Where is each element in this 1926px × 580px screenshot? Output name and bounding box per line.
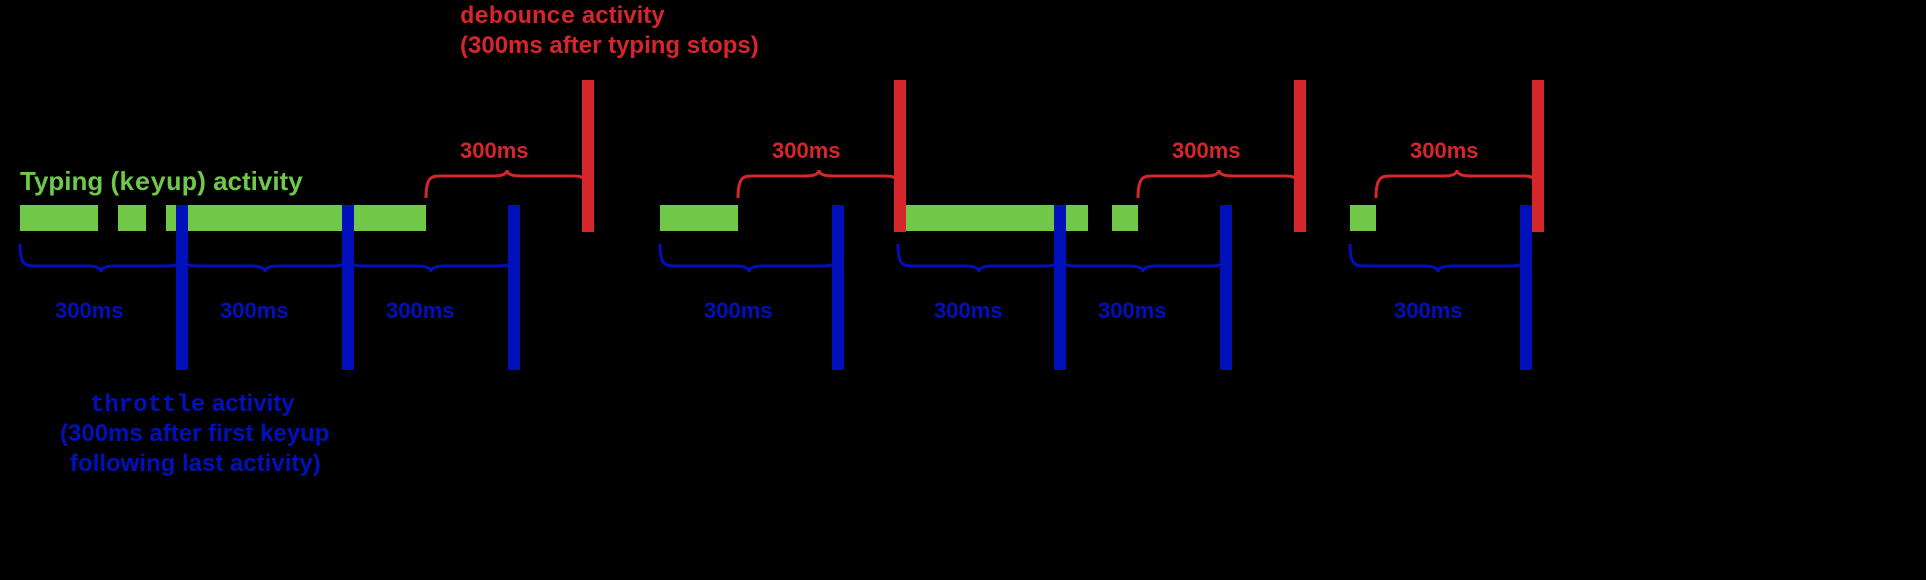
debounce-interval-brace xyxy=(1138,170,1300,198)
typing-title-code: keyup xyxy=(119,168,197,198)
debounce-title-rest: activity xyxy=(575,2,664,29)
debounce-interval-label: 300ms xyxy=(772,138,841,164)
throttle-tick xyxy=(508,205,520,370)
throttle-title-code: throttle xyxy=(90,392,205,419)
debounce-title: debounce activity xyxy=(460,2,665,31)
throttle-interval-label: 300ms xyxy=(386,298,455,324)
throttle-subtitle-1: (300ms after first keyup xyxy=(60,420,329,448)
throttle-tick xyxy=(832,205,844,370)
throttle-title: throttle activity xyxy=(90,390,295,419)
throttle-interval-label: 300ms xyxy=(1394,298,1463,324)
typing-title-suffix: ) activity xyxy=(197,166,303,196)
throttle-interval-label: 300ms xyxy=(1098,298,1167,324)
debounce-tick xyxy=(1294,80,1306,232)
typing-bar xyxy=(118,205,146,231)
throttle-interval-label: 300ms xyxy=(220,298,289,324)
throttle-interval-brace xyxy=(1350,244,1526,272)
typing-title: Typing (keyup) activity xyxy=(20,166,303,198)
throttle-title-rest: activity xyxy=(205,390,294,417)
throttle-interval-label: 300ms xyxy=(55,298,124,324)
debounce-subtitle: (300ms after typing stops) xyxy=(460,32,759,60)
throttle-interval-label: 300ms xyxy=(704,298,773,324)
typing-bar xyxy=(166,205,426,231)
throttle-interval-brace xyxy=(20,244,182,272)
debounce-interval-label: 300ms xyxy=(1410,138,1479,164)
throttle-tick xyxy=(1054,205,1066,370)
typing-bar xyxy=(1112,205,1138,231)
throttle-subtitle-2: following last activity) xyxy=(70,450,321,478)
throttle-interval-brace xyxy=(182,244,348,272)
debounce-tick xyxy=(1532,80,1544,232)
typing-title-prefix: Typing ( xyxy=(20,166,119,196)
debounce-interval-label: 300ms xyxy=(460,138,529,164)
typing-bar xyxy=(20,205,98,231)
debounce-title-code: debounce xyxy=(460,4,575,31)
debounce-interval-brace xyxy=(426,170,588,198)
throttle-interval-brace xyxy=(1060,244,1226,272)
debounce-interval-label: 300ms xyxy=(1172,138,1241,164)
debounce-tick xyxy=(894,80,906,232)
throttle-tick xyxy=(1220,205,1232,370)
debounce-tick xyxy=(582,80,594,232)
typing-bar xyxy=(1350,205,1376,231)
throttle-interval-brace xyxy=(660,244,838,272)
throttle-tick xyxy=(176,205,188,370)
throttle-interval-label: 300ms xyxy=(934,298,1003,324)
typing-bar xyxy=(660,205,738,231)
throttle-interval-brace xyxy=(348,244,514,272)
throttle-tick xyxy=(342,205,354,370)
debounce-interval-brace xyxy=(1376,170,1538,198)
throttle-tick xyxy=(1520,205,1532,370)
debounce-interval-brace xyxy=(738,170,900,198)
throttle-interval-brace xyxy=(898,244,1060,272)
